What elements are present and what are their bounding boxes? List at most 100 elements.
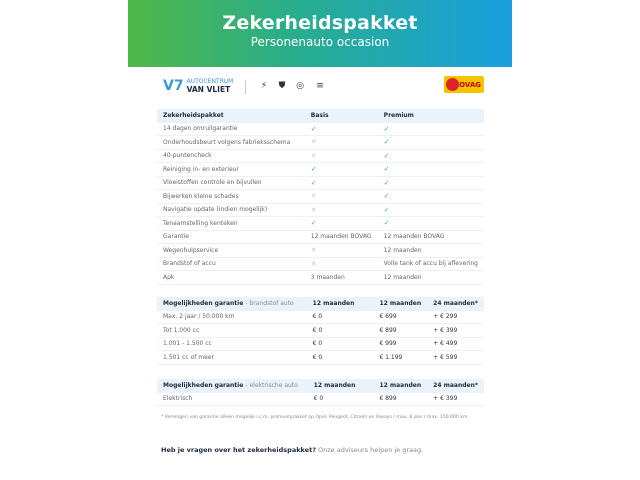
vv-logo-icon: V7 — [163, 78, 184, 94]
cell: Tot 1.000 cc — [157, 323, 307, 338]
divider — [245, 80, 246, 94]
cell: Onderhoudsbeurt volgens fabrieksschema — [157, 135, 305, 150]
cell: Zekerheidspakket — [157, 109, 305, 123]
table-row: Bijwerken kleine schades ✕ ✓ — [157, 189, 484, 204]
cross-icon: ✕ — [310, 246, 317, 255]
check-icon: ✓ — [383, 205, 390, 214]
cell: € 0 — [306, 310, 374, 324]
check-icon: ✓ — [310, 178, 317, 187]
cell: Elektrisch — [157, 392, 308, 406]
cell: + € 399 — [427, 323, 484, 338]
peugeot-logo-icon: ⛊ — [278, 81, 286, 91]
page-subtitle: Personenauto occasion — [250, 35, 390, 49]
cell: Volle tank of accu bij aflevering — [377, 257, 484, 271]
dealer-logo: V7 AUTOCENTRUM VAN VLIET — [163, 78, 233, 94]
check-icon: ✓ — [383, 138, 390, 147]
table-row: Max. 2 jaar / 50.000 km € 0 € 699 + € 299 — [157, 310, 484, 324]
cell: + € 499 — [427, 337, 484, 351]
cell: 12 maanden — [377, 243, 484, 258]
table-row: Tot 1.000 cc € 0 € 899 + € 399 — [157, 323, 484, 338]
table-row: 1.501 cc of meer € 0 € 1.199 + € 599 — [157, 350, 484, 365]
cell: Basis — [304, 109, 378, 123]
table-row: Brandstof of accu ✕ Volle tank of accu bij… — [157, 257, 484, 271]
cell: 24 maanden* — [427, 297, 484, 311]
cross-icon: ✕ — [310, 151, 317, 160]
table-row: Wegenhulpservice ✕ 12 maanden — [157, 243, 484, 258]
check-icon: ✓ — [383, 219, 390, 228]
dealer-name-line2: VAN VLIET — [186, 85, 231, 94]
cell: 12 maanden — [306, 297, 374, 311]
fuel-warranty-table: Mogelijkheden garantie - brandstof auto 1… — [157, 297, 484, 365]
table-row: 1.001 - 1.500 cc € 0 € 999 + € 499 — [157, 337, 484, 351]
cell: € 0 — [306, 337, 374, 351]
table-header: Mogelijkheden garantie - brandstof auto 1… — [157, 297, 484, 311]
cell: € 899 — [373, 392, 428, 406]
cell: Premium — [377, 109, 484, 123]
cell: Apk — [157, 270, 305, 285]
check-icon: ✓ — [310, 219, 317, 228]
cell: Reiniging in- en exterieur — [157, 162, 305, 177]
package-table: Zekerheidspakket Basis Premium 14 dagen omr… — [157, 109, 484, 285]
contact-question: Heb je vragen over het zekerheidspakket?… — [161, 446, 424, 454]
cell: Navigatie update (indien mogelijk) — [157, 203, 305, 217]
cell: 12 maanden — [373, 297, 428, 311]
cell: 1.001 - 1.500 cc — [157, 337, 307, 351]
table-row: Onderhoudsbeurt volgens fabrieksschema ✕ ✓ — [157, 135, 484, 150]
table-row: Elektrisch € 0 € 899 + € 399 — [157, 392, 484, 406]
cell: 12 maanden — [373, 379, 428, 393]
check-icon: ✓ — [383, 124, 390, 133]
table-header: Zekerheidspakket Basis Premium — [157, 109, 484, 123]
bovag-logo: BOVAG — [444, 76, 484, 93]
cross-icon: ✕ — [310, 192, 317, 201]
ds-logo-icon: ≡ — [316, 81, 324, 91]
cell: + € 599 — [427, 350, 484, 365]
cell: Garantie — [157, 230, 305, 244]
electric-warranty-table: Mogelijkheden garantie - elektrische aut… — [157, 379, 484, 406]
cell: € 899 — [373, 323, 428, 338]
cross-icon: ✕ — [310, 259, 317, 268]
citroen-logo-icon: ◎ — [296, 81, 304, 91]
table-row: 40-puntencheck ✕ ✓ — [157, 149, 484, 163]
cell: Max. 2 jaar / 50.000 km — [157, 310, 307, 324]
cross-icon: ✕ — [310, 138, 317, 147]
table-row: 14 dagen omruilgarantie ✓ ✓ — [157, 122, 484, 136]
cell: 12 maanden BOVAG — [377, 230, 484, 244]
page: Zekerheidspakket Personenauto occasion V… — [128, 0, 512, 480]
table-title: Mogelijkheden garantie - brandstof auto — [157, 297, 307, 311]
cell: Tenaamstelling kenteken — [157, 216, 305, 231]
cell: € 699 — [373, 310, 428, 324]
table-row: Garantie 12 maanden BOVAG 12 maanden BOVAG — [157, 230, 484, 244]
table-row: Reiniging in- en exterieur ✓ ✓ — [157, 162, 484, 177]
cell: € 999 — [373, 337, 428, 351]
cell: 24 maanden* — [427, 379, 484, 393]
cell: Brandstof of accu — [157, 257, 305, 271]
cross-icon: ✕ — [310, 205, 317, 214]
cell: € 1.199 — [373, 350, 428, 365]
cell: 40-puntencheck — [157, 149, 305, 163]
table-row: Vloeistoffen controle en bijvullen ✓ ✓ — [157, 176, 484, 190]
table-row: Apk 3 maanden 12 maanden — [157, 270, 484, 285]
check-icon: ✓ — [383, 151, 390, 160]
cell: € 0 — [306, 323, 374, 338]
check-icon: ✓ — [310, 165, 317, 174]
table-header: Mogelijkheden garantie - elektrische aut… — [157, 379, 484, 393]
cell: Wegenhulpservice — [157, 243, 305, 258]
footnote: * Verlengen van garantie alleen mogelijk… — [161, 415, 469, 420]
dealer-name-line1: AUTOCENTRUM — [186, 78, 234, 85]
cell: € 0 — [306, 350, 374, 365]
cell: + € 399 — [427, 392, 484, 406]
logo-bar: V7 AUTOCENTRUM VAN VLIET ⚡ ⛊ ◎ ≡ BOVAG — [157, 76, 484, 98]
cell: € 0 — [307, 392, 374, 406]
cell: + € 299 — [427, 310, 484, 324]
cell: 14 dagen omruilgarantie — [157, 122, 305, 136]
table-row: Tenaamstelling kenteken ✓ ✓ — [157, 216, 484, 231]
cell: 12 maanden BOVAG — [304, 230, 378, 244]
table-title: Mogelijkheden garantie - elektrische aut… — [157, 379, 308, 393]
check-icon: ✓ — [383, 165, 390, 174]
check-icon: ✓ — [383, 192, 390, 201]
opel-logo-icon: ⚡ — [260, 81, 268, 91]
cell: 3 maanden — [304, 270, 378, 285]
page-title: Zekerheidspakket — [222, 12, 418, 34]
check-icon: ✓ — [383, 178, 390, 187]
hero-banner: Zekerheidspakket Personenauto occasion — [128, 0, 512, 67]
